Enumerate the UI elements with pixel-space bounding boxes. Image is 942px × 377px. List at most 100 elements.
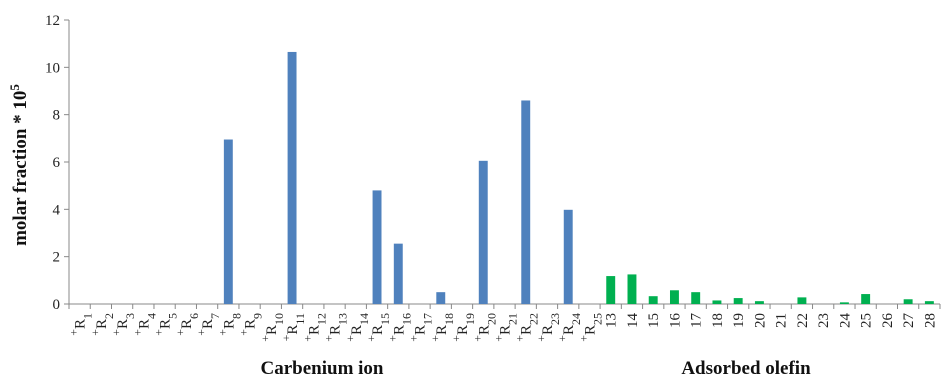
x-tick-label: 26 — [880, 313, 896, 329]
bar-adsorbed-olefin — [903, 299, 913, 304]
x-tick-label-base: R — [519, 325, 535, 335]
x-tick-label-sub: 10 — [272, 313, 286, 325]
bar-adsorbed-olefin — [924, 301, 934, 304]
x-tick-label: +R9 — [237, 313, 265, 336]
x-tick-label: 14 — [625, 313, 641, 329]
x-tick-label-base: R — [243, 319, 259, 329]
bar-adsorbed-olefin — [839, 302, 849, 304]
x-tick-label: +R16 — [385, 313, 413, 342]
y-tick-label: 2 — [53, 250, 61, 266]
x-tick-label-base: R — [158, 319, 174, 329]
x-tick-label-sup: + — [428, 335, 442, 342]
x-tick-label-sub: 1 — [81, 313, 95, 319]
x-tick-label-base: R — [455, 325, 471, 335]
y-tick-label: 0 — [53, 297, 61, 313]
x-tick-label: 17 — [689, 313, 705, 329]
x-tick-label-sub: 23 — [548, 313, 562, 325]
x-tick-label-sup: + — [470, 335, 484, 342]
x-tick-label-base: R — [434, 325, 450, 335]
x-tick-label-sub: 6 — [187, 313, 201, 319]
x-tick-label-sup: + — [237, 329, 251, 336]
x-tick-label: 13 — [604, 313, 620, 328]
x-tick-label: 20 — [752, 313, 768, 328]
x-tick-label: 22 — [795, 313, 811, 328]
x-tick-label: +R19 — [449, 313, 477, 342]
x-tick-label: +R15 — [364, 313, 392, 342]
bar-carbenium-ion — [478, 160, 488, 304]
x-tick-label-sup: + — [322, 335, 336, 342]
x-tick-label-sub: 13 — [336, 313, 350, 325]
x-tick-label: 21 — [774, 313, 790, 328]
bar-adsorbed-olefin — [861, 294, 871, 304]
x-tick-label: +R25 — [576, 313, 604, 342]
x-tick-label-sub: 15 — [378, 313, 392, 325]
x-tick-label-base: R — [179, 319, 195, 329]
x-tick-label-base: R — [582, 325, 598, 335]
x-tick-label-base: R — [540, 325, 556, 335]
x-tick-label-base: R — [328, 325, 344, 335]
bar-adsorbed-olefin — [733, 298, 743, 304]
y-tick-label: 12 — [45, 13, 60, 29]
x-tick-label: +R11 — [279, 313, 307, 341]
x-tick-label: +R3 — [109, 313, 137, 336]
x-tick-label-sub: 19 — [463, 313, 477, 325]
x-tick-label-sup: + — [194, 329, 208, 336]
x-tick-label-base: R — [221, 319, 237, 329]
x-tick-label: 18 — [710, 313, 726, 328]
x-tick-label: +R2 — [88, 313, 116, 336]
x-tick-label: +R17 — [407, 313, 435, 342]
x-tick-label: +R21 — [492, 313, 520, 342]
x-tick-label-sub: 8 — [229, 313, 243, 319]
x-tick-label-sub: 24 — [569, 313, 583, 325]
y-tick-label: 10 — [45, 60, 60, 76]
x-tick-label-sup: + — [534, 335, 548, 342]
x-tick-label-sub: 18 — [442, 313, 456, 325]
x-tick-label-sup: + — [449, 335, 463, 342]
x-tick-label: 23 — [816, 313, 832, 328]
bar-adsorbed-olefin — [754, 301, 764, 304]
group-label-adsorbed-olefin: Adsorbed olefin — [681, 358, 811, 377]
x-tick-label-sup: + — [576, 335, 590, 342]
x-tick-label-base: R — [94, 319, 110, 329]
x-tick-label-sup: + — [130, 329, 144, 336]
x-tick-label-sub: 22 — [527, 313, 541, 325]
x-tick-labels: +R1+R2+R3+R4+R5+R6+R7+R8+R9+R10+R11+R12+… — [67, 313, 939, 342]
x-tick-label: 24 — [837, 313, 853, 329]
x-tick-label-base: R — [306, 325, 322, 335]
bar-adsorbed-olefin — [669, 290, 679, 304]
x-tick-label-base: R — [370, 325, 386, 335]
x-tick-label: +R18 — [428, 313, 456, 342]
x-tick-label-sup: + — [407, 335, 421, 342]
bars — [223, 51, 934, 305]
x-tick-label-sub: 7 — [208, 313, 222, 319]
x-tick-label: +R6 — [173, 313, 201, 336]
x-tick-label: +R20 — [470, 313, 498, 342]
x-tick-label-base: R — [136, 319, 152, 329]
x-tick-label: +R13 — [322, 313, 350, 342]
x-tick-label-sub: 12 — [314, 313, 328, 325]
bar-carbenium-ion — [563, 209, 573, 304]
x-tick-label-sup: + — [173, 329, 187, 336]
x-tick-label-sub: 16 — [399, 313, 413, 325]
x-tick-label-sub: 11 — [293, 313, 307, 325]
bar-adsorbed-olefin — [606, 276, 616, 304]
x-tick-label: +R23 — [534, 313, 562, 342]
bar-carbenium-ion — [223, 139, 233, 304]
x-tick-label-sup: + — [364, 335, 378, 342]
x-tick-label-base: R — [285, 325, 301, 335]
bar-carbenium-ion — [436, 292, 446, 304]
x-tick-label-sub: 21 — [506, 313, 520, 325]
x-tick-label: 15 — [646, 313, 662, 328]
x-tick-label-base: R — [115, 319, 131, 329]
y-axis: 0 2 4 6 8 10 12 — [45, 13, 70, 313]
x-tick-label-base: R — [476, 325, 492, 335]
y-tick-label: 8 — [53, 108, 61, 124]
y-axis-title: molar fraction * 105 — [7, 84, 32, 246]
x-tick-label-base: R — [561, 325, 577, 335]
x-axis — [68, 303, 941, 309]
x-tick-label-sub: 25 — [590, 313, 604, 325]
x-tick-label-sub: 20 — [484, 313, 498, 325]
x-tick-label-sub: 5 — [166, 313, 180, 319]
bar-carbenium-ion — [393, 243, 403, 304]
